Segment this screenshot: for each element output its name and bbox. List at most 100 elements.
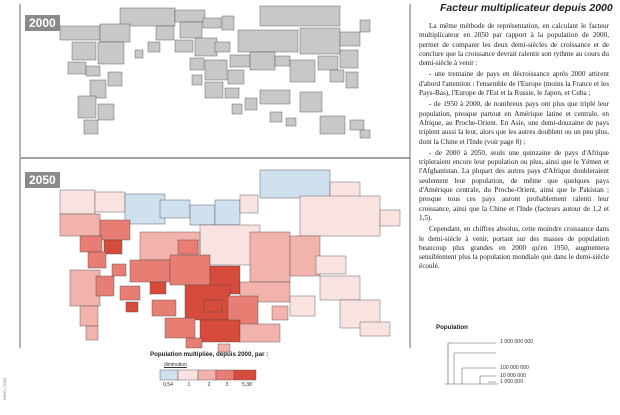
country-block-2000 (97, 41, 125, 65)
country-block-2000 (99, 23, 131, 43)
panel-title: Facteur multiplicateur depuis 2000 (440, 2, 613, 14)
legend-color-bar (159, 369, 257, 381)
legend-tick: 3 (225, 382, 229, 388)
country-block-2000 (249, 51, 276, 71)
population-value: 100 000 000 (500, 365, 529, 371)
country-block-2000 (299, 91, 323, 113)
country-block-2050 (159, 199, 191, 219)
legend-tick: 1 (187, 382, 191, 388)
legend-tick: 5,38 (241, 382, 253, 388)
country-block-2050 (103, 239, 123, 255)
country-block-2000 (214, 41, 231, 53)
country-block-2050 (249, 231, 291, 283)
country-block-2000 (269, 111, 283, 123)
country-block-2000 (299, 27, 341, 55)
country-block-2000 (179, 21, 203, 39)
country-block-2050 (289, 235, 321, 277)
country-block-2050 (359, 321, 391, 337)
country-block-2000 (83, 119, 99, 135)
country-block-2000 (237, 29, 299, 53)
country-block-2050 (239, 323, 281, 343)
country-block-2000 (274, 55, 291, 67)
year-label-2000: 2000 (25, 15, 60, 31)
country-block-2000 (244, 97, 258, 111)
country-block-2000 (194, 37, 218, 57)
country-block-2050 (151, 299, 177, 317)
country-block-2000 (191, 74, 203, 86)
map-2000 (59, 5, 371, 139)
population-value: 1 000 000 (500, 379, 524, 385)
country-block-2050 (87, 251, 107, 269)
country-block-2000 (231, 103, 243, 115)
country-block-2050 (79, 305, 99, 327)
country-block-2000 (339, 31, 361, 47)
country-block-2000 (174, 39, 194, 53)
country-block-2000 (107, 71, 123, 87)
country-block-2000 (204, 59, 228, 81)
country-block-2000 (202, 17, 222, 29)
country-block-2050 (59, 189, 96, 215)
country-block-2000 (204, 81, 224, 99)
country-block-2050 (85, 325, 99, 341)
country-block-2050 (94, 191, 126, 213)
legend-color-swatch (197, 369, 217, 381)
country-block-2050 (315, 255, 347, 275)
country-block-2050 (95, 275, 115, 297)
country-block-2050 (129, 259, 171, 283)
country-block-2000 (59, 25, 101, 41)
country-block-2000 (119, 7, 176, 27)
country-block-2000 (97, 103, 115, 121)
credit-text: ©IRD • 2004 (2, 377, 7, 400)
country-block-2000 (147, 41, 161, 53)
country-block-2050 (271, 305, 289, 321)
country-block-2000 (329, 69, 345, 83)
population-value: 10 000 000 (500, 373, 526, 379)
country-block-2000 (224, 87, 240, 99)
paragraph-1950-2000: - de 1950 à 2000, de nombreux pays ont p… (419, 100, 609, 146)
country-block-2000 (155, 25, 175, 41)
country-block-2000 (71, 41, 97, 61)
country-block-2000 (227, 69, 245, 85)
legend-tick: 2 (207, 382, 211, 388)
country-block-2000 (77, 95, 97, 119)
legend-decrease-label: diminution (164, 362, 187, 368)
paragraph-2000-2050: - de 2000 à 2050, seuls une quinzaine de… (419, 148, 609, 222)
legend-title: Population multipliée, depuis 2000, par … (150, 351, 269, 358)
legend-color-swatch (215, 369, 235, 381)
population-legend-bracket (445, 342, 498, 385)
country-block-2050 (299, 195, 381, 237)
country-block-2050 (217, 343, 231, 353)
year-label-2050: 2050 (25, 172, 60, 188)
country-block-2000 (229, 54, 251, 68)
country-block-2050 (189, 204, 216, 226)
country-block-2050 (99, 219, 131, 241)
country-block-2000 (67, 61, 87, 75)
paragraph-decline: - une trentaine de pays en décroissance … (419, 70, 609, 98)
country-block-2050 (319, 275, 361, 301)
country-block-2050 (79, 235, 103, 253)
country-block-2050 (289, 295, 316, 317)
country-block-2000 (289, 59, 316, 83)
legend-color-swatch (159, 369, 179, 381)
country-block-2000 (221, 15, 235, 31)
country-block-2050 (125, 301, 139, 313)
population-value: 1 000 000 000 (500, 339, 534, 345)
legend-color-swatch (233, 369, 257, 381)
country-block-2050 (199, 319, 241, 343)
country-block-2000 (259, 5, 341, 27)
map-2050 (59, 169, 401, 353)
country-block-2050 (69, 269, 101, 307)
country-block-2000 (259, 89, 291, 105)
country-block-2050 (164, 317, 196, 339)
country-block-2050 (111, 263, 127, 277)
country-block-2050 (59, 213, 101, 237)
country-block-2050 (149, 281, 167, 295)
country-block-2000 (89, 79, 107, 99)
country-block-2050 (169, 254, 211, 286)
country-block-2050 (214, 199, 241, 226)
country-block-2050 (119, 285, 141, 301)
country-block-2050 (203, 299, 223, 313)
country-block-2050 (259, 169, 331, 199)
country-block-2000 (134, 49, 144, 59)
